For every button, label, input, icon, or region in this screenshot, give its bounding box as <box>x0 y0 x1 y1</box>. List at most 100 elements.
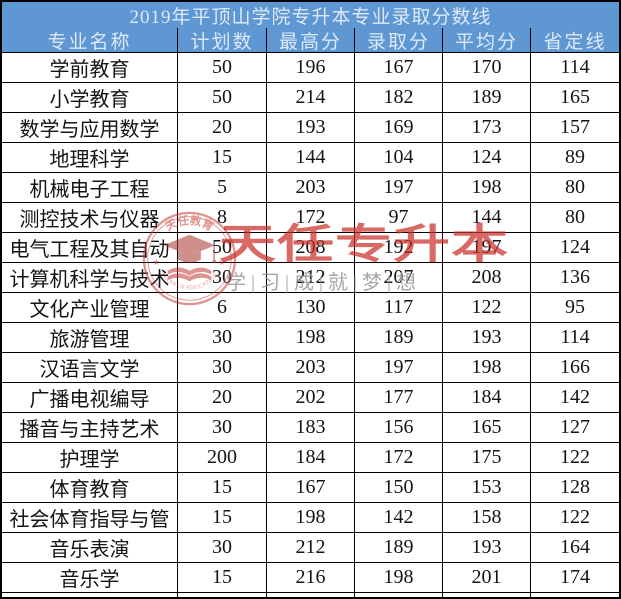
table-title: 2019年平顶山学院专升本专业录取分数线 <box>2 2 619 28</box>
table-row: 数学与应用数学 20 193 169 173 157 <box>2 113 619 143</box>
province-line-cell: 128 <box>560 476 590 498</box>
plan-count-cell: 20 <box>178 383 267 412</box>
admit-score-cell: 104 <box>355 143 443 172</box>
major-name-cell: 测控技术与仪器 <box>2 203 178 232</box>
major-name-cell: 音乐学 <box>2 563 178 592</box>
province-line-cell: 157 <box>560 116 590 138</box>
major-name-cell: 旅游管理 <box>2 323 178 352</box>
admit-score-cell: 198 <box>355 563 443 592</box>
avg-score-cell: 165 <box>443 413 531 442</box>
max-score-cell: 130 <box>267 293 355 322</box>
table-row: 机械电子工程 5 203 197 198 80 <box>2 173 619 203</box>
plan-count-cell: 50 <box>178 83 267 112</box>
max-score-cell: 204 <box>267 593 355 599</box>
plan-count-cell: 15 <box>178 503 267 532</box>
province-line-cell: 164 <box>560 536 590 558</box>
table-row: 旅游管理 30 198 189 193 114 <box>2 323 619 353</box>
avg-score-cell: 193 <box>443 323 531 352</box>
admit-score-cell: 189 <box>355 533 443 562</box>
table-row: 社会体育指导与管 15 198 142 158 122 <box>2 503 619 533</box>
table-row: 学前教育 50 196 167 170 114 <box>2 53 619 83</box>
plan-count-cell: 5 <box>178 173 267 202</box>
plan-count-cell: 15 <box>178 563 267 592</box>
table-header-row: 专业名称 计划数 最高分 录取分 平均分 省定线 <box>2 28 619 53</box>
admit-score-cell: 150 <box>355 473 443 502</box>
major-name-cell: 体育教育 <box>2 473 178 502</box>
province-line-cell: 124 <box>560 236 590 258</box>
plan-count-cell: 30 <box>178 263 267 292</box>
max-score-cell: 216 <box>267 563 355 592</box>
max-score-cell: 167 <box>267 473 355 502</box>
plan-count-cell: 15 <box>178 473 267 502</box>
major-name-cell: 机械电子工程 <box>2 173 178 202</box>
avg-score-cell: 187 <box>443 593 531 599</box>
header-max-score: 最高分 <box>267 28 355 52</box>
province-line-cell: 142 <box>560 386 590 408</box>
plan-count-cell: 20 <box>178 113 267 142</box>
max-score-cell: 183 <box>267 413 355 442</box>
header-major-name: 专业名称 <box>2 28 178 52</box>
avg-score-cell: 184 <box>443 383 531 412</box>
admit-score-cell: 97 <box>355 203 443 232</box>
province-line-cell: 174 <box>560 566 590 588</box>
major-name-cell: 护理学 <box>2 443 178 472</box>
table-row: 体育教育 15 167 150 153 128 <box>2 473 619 503</box>
table-row: 计算机科学与技术 30 212 207 208 136 <box>2 263 619 293</box>
table-row: 美术学 30 204 182 187 166 <box>2 593 619 599</box>
admit-score-cell: 117 <box>355 293 443 322</box>
major-name-cell: 美术学 <box>2 593 178 599</box>
table-row: 小学教育 50 214 182 189 165 <box>2 83 619 113</box>
table-row: 测控技术与仪器 8 172 97 144 80 <box>2 203 619 233</box>
admit-score-cell: 156 <box>355 413 443 442</box>
admit-score-cell: 189 <box>355 323 443 352</box>
major-name-cell: 社会体育指导与管 <box>2 503 178 532</box>
province-line-cell: 127 <box>560 416 590 438</box>
admit-score-cell: 182 <box>355 83 443 112</box>
table-row: 广播电视编导 20 202 177 184 142 <box>2 383 619 413</box>
avg-score-cell: 193 <box>443 533 531 562</box>
max-score-cell: 198 <box>267 323 355 352</box>
avg-score-cell: 158 <box>443 503 531 532</box>
avg-score-cell: 198 <box>443 173 531 202</box>
province-line-cell: 114 <box>560 326 590 348</box>
major-name-cell: 小学教育 <box>2 83 178 112</box>
admit-score-cell: 172 <box>355 443 443 472</box>
table-body: 学前教育 50 196 167 170 114 小学教育 50 214 182 … <box>2 53 619 599</box>
plan-count-cell: 200 <box>178 443 267 472</box>
header-admit-score: 录取分 <box>355 28 443 52</box>
max-score-cell: 203 <box>267 353 355 382</box>
province-line-cell: 80 <box>565 206 585 228</box>
major-name-cell: 地理科学 <box>2 143 178 172</box>
max-score-cell: 214 <box>267 83 355 112</box>
admit-score-cell: 167 <box>355 53 443 82</box>
avg-score-cell: 175 <box>443 443 531 472</box>
avg-score-cell: 122 <box>443 293 531 322</box>
plan-count-cell: 30 <box>178 353 267 382</box>
province-line-cell: 122 <box>560 446 590 468</box>
avg-score-cell: 173 <box>443 113 531 142</box>
major-name-cell: 计算机科学与技术 <box>2 263 178 292</box>
avg-score-cell: 124 <box>443 143 531 172</box>
province-line-cell: 165 <box>560 86 590 108</box>
max-score-cell: 212 <box>267 533 355 562</box>
max-score-cell: 144 <box>267 143 355 172</box>
table-row: 护理学 200 184 172 175 122 <box>2 443 619 473</box>
plan-count-cell: 30 <box>178 533 267 562</box>
province-line-cell: 80 <box>565 176 585 198</box>
plan-count-cell: 30 <box>178 413 267 442</box>
max-score-cell: 202 <box>267 383 355 412</box>
admit-score-cell: 192 <box>355 233 443 262</box>
table-row: 文化产业管理 6 130 117 122 95 <box>2 293 619 323</box>
plan-count-cell: 6 <box>178 293 267 322</box>
province-line-cell: 89 <box>565 146 585 168</box>
admit-score-cell: 197 <box>355 353 443 382</box>
avg-score-cell: 198 <box>443 353 531 382</box>
major-name-cell: 播音与主持艺术 <box>2 413 178 442</box>
header-plan-count: 计划数 <box>178 28 267 52</box>
table-row: 地理科学 15 144 104 124 89 <box>2 143 619 173</box>
max-score-cell: 203 <box>267 173 355 202</box>
major-name-cell: 数学与应用数学 <box>2 113 178 142</box>
major-name-cell: 学前教育 <box>2 53 178 82</box>
